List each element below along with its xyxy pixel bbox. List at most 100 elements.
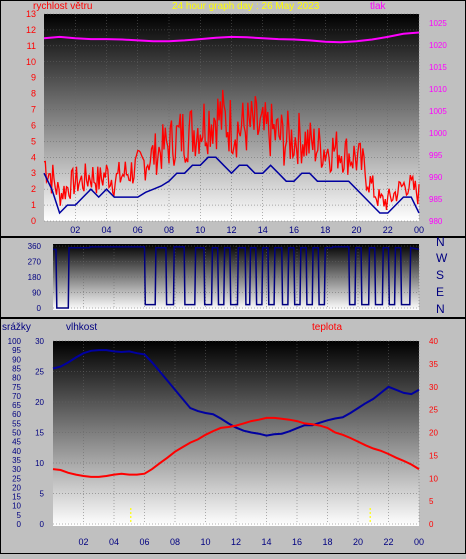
wind-pressure-time-ticks: 02 04 06 08 10 12 14 16 18 20 22 00	[70, 225, 424, 235]
direction-tick: 270	[28, 258, 42, 267]
time-tick: 20	[353, 537, 363, 547]
pressure-tick: 1025	[429, 19, 447, 28]
pressure-series	[43, 31, 420, 44]
wind-speed-tick: 5	[31, 136, 36, 146]
time-tick: 06	[133, 225, 143, 235]
rain-tick: 25	[12, 474, 21, 483]
rain-tick: 5	[17, 511, 22, 520]
wind-pressure-plot-area	[44, 14, 419, 221]
rain-tick: 55	[12, 419, 21, 428]
rain-tick: 65	[12, 401, 21, 410]
time-tick: 20	[351, 225, 361, 235]
temperature-tick: 0	[429, 520, 434, 529]
rain-tick: 15	[12, 493, 21, 502]
pressure-tick: 980	[429, 217, 443, 226]
compass-label: S	[436, 268, 444, 282]
direction-tick: 90	[32, 289, 41, 298]
time-tick: 04	[101, 225, 111, 235]
wind-speed-tick: 1	[31, 200, 36, 210]
wind-speed-tick: 6	[31, 120, 36, 130]
rain-axis-label: srážky	[2, 322, 31, 333]
humidity-tick: 10	[35, 459, 44, 468]
wind-speed-tick: 0	[31, 216, 36, 226]
rain-tick: 50	[12, 429, 21, 438]
wind-speed-tick: 2	[31, 184, 36, 194]
time-tick: 02	[78, 537, 88, 547]
direction-tick: 360	[28, 242, 42, 251]
humidity-tick: 5	[40, 490, 45, 499]
wind-pressure-panel: rychlost větru 24 hour graph day : 26 Ma…	[0, 0, 466, 237]
wind-speed-tick: 11	[27, 41, 36, 51]
wind-average-series	[43, 156, 420, 215]
rain-humidity-temp-panel: srážky vlhkost teplota 05101520253035404…	[0, 318, 466, 554]
rain-tick: 95	[12, 346, 21, 355]
time-tick: 08	[170, 537, 180, 547]
wind-speed-tick: 13	[26, 9, 36, 19]
rain-tick: 60	[12, 410, 21, 419]
temperature-tick: 30	[429, 383, 438, 392]
temperature-series	[52, 416, 420, 478]
time-tick: 16	[289, 225, 299, 235]
direction-tick: 180	[28, 273, 42, 282]
rain-humidity-temp-time-ticks: 02 04 06 08 10 12 14 16 18 20 22 00	[78, 537, 424, 547]
wind-speed-tick: 10	[26, 57, 36, 67]
rain-ticks: 0510152025303540455055606570758085909510…	[8, 337, 22, 529]
wind-direction-series	[53, 246, 420, 309]
rain-tick: 70	[12, 392, 21, 401]
rain-tick: 85	[12, 364, 21, 373]
pressure-tick: 1010	[429, 85, 447, 94]
temperature-tick: 25	[429, 406, 438, 415]
pressure-tick: 1020	[429, 41, 447, 50]
humidity-series	[52, 349, 420, 437]
time-tick: 00	[414, 225, 424, 235]
wind-gust-series	[43, 89, 420, 210]
rain-tick: 100	[8, 337, 22, 346]
rain-tick: 80	[12, 374, 21, 383]
pressure-tick: 990	[429, 173, 443, 182]
pressure-tick: 985	[429, 195, 443, 204]
rain-tick: 35	[12, 456, 21, 465]
pressure-tick: 1015	[429, 63, 447, 72]
wind-speed-tick: 4	[31, 152, 36, 162]
rain-tick: 30	[12, 465, 21, 474]
humidity-tick: 20	[35, 398, 44, 407]
humidity-tick: 25	[35, 368, 44, 377]
wind-direction-grid	[53, 245, 420, 309]
pressure-tick: 1005	[429, 107, 447, 116]
time-tick: 12	[231, 537, 241, 547]
compass-label: N	[436, 235, 445, 249]
temperature-tick: 20	[429, 429, 438, 438]
time-tick: 02	[70, 225, 80, 235]
humidity-ticks: 0 5 10 15 20 25 30	[35, 337, 44, 529]
time-tick: 10	[195, 225, 205, 235]
chart-title: 24 hour graph day : 26 May 2023	[172, 1, 320, 12]
time-tick: 04	[109, 537, 119, 547]
time-tick: 14	[258, 225, 268, 235]
rain-tick: 90	[12, 355, 21, 364]
compass-label: W	[436, 251, 448, 265]
time-tick: 12	[226, 225, 236, 235]
time-tick: 00	[414, 537, 424, 547]
rain-tick: 20	[12, 483, 21, 492]
temperature-tick: 40	[429, 337, 438, 346]
temperature-axis-label: teplota	[312, 322, 342, 333]
temperature-tick: 10	[429, 474, 438, 483]
pressure-ticks: 980 985 990 995 1000 1005 1010 1015 1020 1025	[429, 19, 447, 226]
wind-speed-tick: 12	[26, 25, 36, 35]
pressure-tick: 995	[429, 151, 443, 160]
wind-direction-ticks: 0 90 180 270 360	[28, 242, 42, 313]
time-tick: 18	[322, 537, 332, 547]
rain-humidity-temp-grid	[53, 340, 420, 525]
time-tick: 22	[383, 225, 393, 235]
rain-humidity-temp-series	[52, 349, 420, 524]
wind-speed-tick: 9	[31, 73, 36, 83]
rain-tick: 40	[12, 447, 21, 456]
compass-label: N	[436, 302, 445, 316]
humidity-tick: 15	[35, 429, 44, 438]
time-tick: 22	[383, 537, 393, 547]
pressure-tick: 1000	[429, 129, 447, 138]
